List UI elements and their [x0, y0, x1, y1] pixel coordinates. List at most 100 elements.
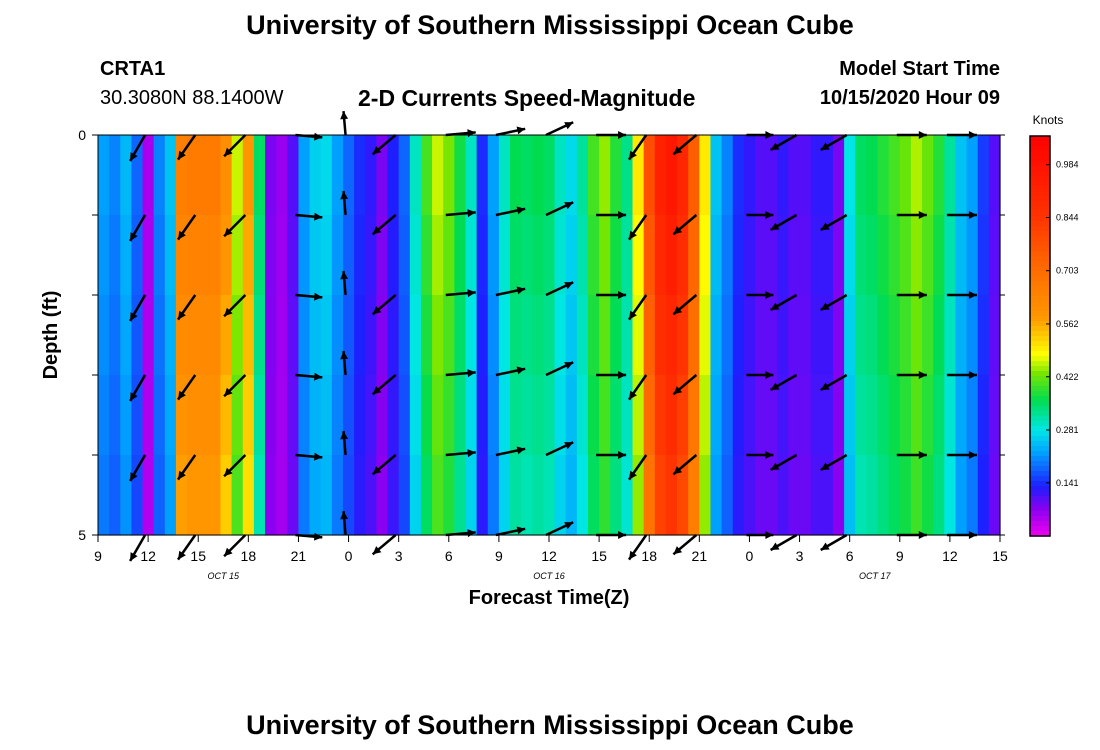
heatmap-cell — [476, 215, 489, 296]
heatmap-cell — [766, 455, 778, 536]
current-arrow — [769, 133, 798, 152]
colorbar-swatch — [1030, 211, 1050, 217]
heatmap-cell — [120, 455, 133, 536]
heatmap-cell — [454, 295, 467, 376]
heatmap-cell — [198, 215, 210, 296]
heatmap-cell — [866, 295, 879, 376]
heatmap-cell — [387, 455, 400, 536]
heatmap-cell — [576, 215, 589, 296]
heatmap-cell — [688, 135, 700, 216]
heatmap-cell — [587, 455, 600, 536]
colorbar-swatch — [1030, 436, 1050, 442]
heatmap-cell — [966, 215, 979, 296]
heatmap-cell — [465, 295, 478, 376]
heatmap-cell — [844, 455, 856, 536]
colorbar-swatch — [1030, 366, 1050, 372]
heatmap-cell — [387, 295, 400, 376]
heatmap-cell — [153, 135, 166, 216]
heatmap-cell — [810, 135, 823, 216]
x-tick-label: 21 — [692, 548, 708, 564]
current-arrow — [896, 291, 927, 299]
heatmap-cell — [265, 215, 277, 296]
heatmap-cell — [732, 455, 745, 536]
heatmap-cell — [688, 295, 700, 376]
heatmap-cell — [554, 295, 567, 376]
current-arrow — [295, 212, 323, 221]
heatmap-cell — [821, 375, 834, 456]
heatmap-cell — [665, 135, 678, 216]
heatmap-cell — [242, 295, 255, 376]
heatmap-cell — [677, 135, 689, 216]
colorbar-swatch — [1030, 141, 1050, 147]
colorbar-swatch — [1030, 451, 1050, 457]
current-arrow — [129, 454, 147, 482]
current-arrow — [672, 134, 698, 156]
heatmap-cell — [665, 295, 678, 376]
colorbar-swatch — [1030, 191, 1050, 197]
heatmap-cell — [354, 375, 366, 456]
heatmap-cell — [476, 455, 489, 536]
heatmap-cell — [821, 455, 834, 536]
current-arrow — [495, 286, 526, 297]
heatmap-cell — [888, 295, 901, 376]
heatmap-cell — [866, 135, 879, 216]
heatmap-cell — [710, 375, 723, 456]
current-arrow — [371, 374, 397, 396]
heatmap-cell — [220, 135, 233, 216]
current-arrow — [223, 214, 247, 238]
current-arrow — [545, 521, 574, 537]
current-arrow — [340, 110, 349, 136]
heatmap-cell — [253, 215, 266, 296]
heatmap-cell — [610, 295, 622, 376]
heatmap-cell — [175, 135, 188, 216]
heatmap-cell — [621, 295, 634, 376]
heatmap-cell — [966, 295, 979, 376]
heatmap-cell — [766, 135, 778, 216]
heatmap-cell — [654, 375, 667, 456]
heatmap-cell — [298, 135, 311, 216]
heatmap-cell — [120, 295, 133, 376]
heatmap-cell — [220, 215, 233, 296]
heatmap-cell — [432, 215, 444, 296]
heatmap-cell — [187, 295, 199, 376]
current-arrow — [627, 214, 648, 241]
x-tick-label: 18 — [241, 548, 257, 564]
heatmap-cell — [643, 375, 656, 456]
heatmap-cell — [432, 135, 444, 216]
current-arrow — [596, 291, 627, 299]
heatmap-cell — [699, 295, 712, 376]
heatmap-cell — [599, 455, 611, 536]
heatmap-cell — [98, 135, 110, 216]
heatmap-cell — [142, 375, 155, 456]
heatmap-cell — [109, 455, 121, 536]
heatmap-cell — [309, 295, 322, 376]
heatmap-cell — [476, 375, 489, 456]
heatmap-cell — [777, 455, 790, 536]
current-arrow — [820, 293, 848, 312]
heatmap-cell — [899, 215, 912, 296]
colorbar-tick-label: 0.141 — [1056, 478, 1079, 488]
colorbar-tick-label: 0.703 — [1056, 266, 1079, 276]
heatmap-cell — [521, 455, 533, 536]
current-arrow — [596, 211, 627, 219]
x-tick-label: 0 — [345, 548, 353, 564]
heatmap-cell — [409, 375, 422, 456]
heatmap-cell — [131, 455, 144, 536]
heatmap-cell — [933, 375, 945, 456]
heatmap-cell — [331, 135, 344, 216]
heatmap-cell — [554, 215, 567, 296]
heatmap-cell — [198, 375, 210, 456]
heatmap-cell — [398, 375, 411, 456]
heatmap-cell — [632, 375, 645, 456]
heatmap-cell — [565, 135, 578, 216]
current-arrow — [176, 294, 197, 321]
heatmap-cell — [677, 215, 689, 296]
heatmap-cell — [498, 375, 511, 456]
heatmap-cell — [988, 455, 1001, 536]
heatmap-cell — [777, 295, 790, 376]
y-tick-label: 5 — [78, 527, 86, 543]
heatmap-cell — [276, 295, 288, 376]
heatmap-cell — [710, 135, 723, 216]
heatmap-cell — [376, 375, 389, 456]
heatmap-cell — [487, 295, 500, 376]
